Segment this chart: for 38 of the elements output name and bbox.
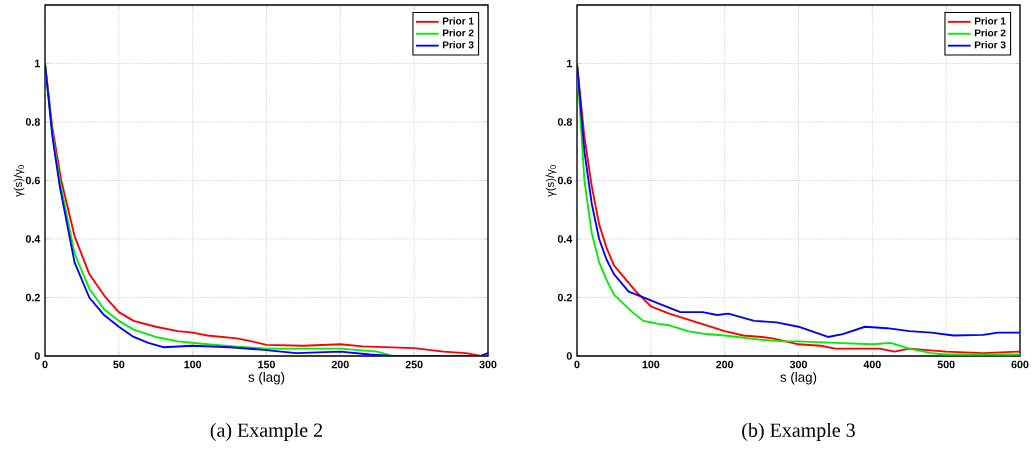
y-tick-label: 0.8 [25,118,40,126]
x-tick-label: 250 [405,360,423,369]
y-tick-label: 1 [567,59,572,68]
y-tick-label: 0.8 [557,118,572,126]
legend-label: Prior 2 [442,29,474,37]
text: (b) Example 3 [742,422,855,442]
x-tick-label: 200 [716,360,734,369]
y-tick-label: 0.4 [557,235,573,243]
legend-label: Prior 1 [442,17,474,25]
y-tick-label: 0 [566,352,572,360]
x-tick-label: 500 [937,360,955,369]
x-tick-label: 100 [642,360,660,369]
y-tick-label: 0.6 [25,176,40,185]
y-tick-label: 0.2 [25,293,40,302]
x-tick-label: 0 [42,360,48,369]
text: (a) Example 2 [210,422,323,442]
x-tick-label: 600 [1011,360,1029,369]
x-tick-label: 300 [479,360,497,369]
y-tick-label: 0 [34,352,40,360]
y-tick-label: 0.2 [557,293,572,302]
y-tick-label: 0.6 [557,176,572,185]
legend-label: Prior 2 [974,29,1006,37]
x-tick-label: 100 [184,360,202,369]
x-axis-title: s (lag) [248,372,285,385]
legend-label: Prior 1 [974,17,1006,25]
y-axis-title: γ(s)/γ$_{0}$ [13,165,25,197]
legend-label: Prior 3 [974,41,1006,49]
y-axis-title: γ(s)/γ$_{0}$ [545,165,557,197]
x-tick-label: 50 [113,360,125,369]
x-tick-label: 200 [331,360,349,369]
x-tick-label: 300 [789,360,807,369]
x-axis-title: s (lag) [780,372,817,385]
x-tick-label: 400 [863,360,881,369]
x-tick-label: 150 [258,360,275,369]
x-tick-label: 0 [574,360,580,369]
legend-label: Prior 3 [442,41,474,49]
y-tick-label: 0.4 [25,235,41,243]
y-tick-label: 1 [35,59,40,68]
